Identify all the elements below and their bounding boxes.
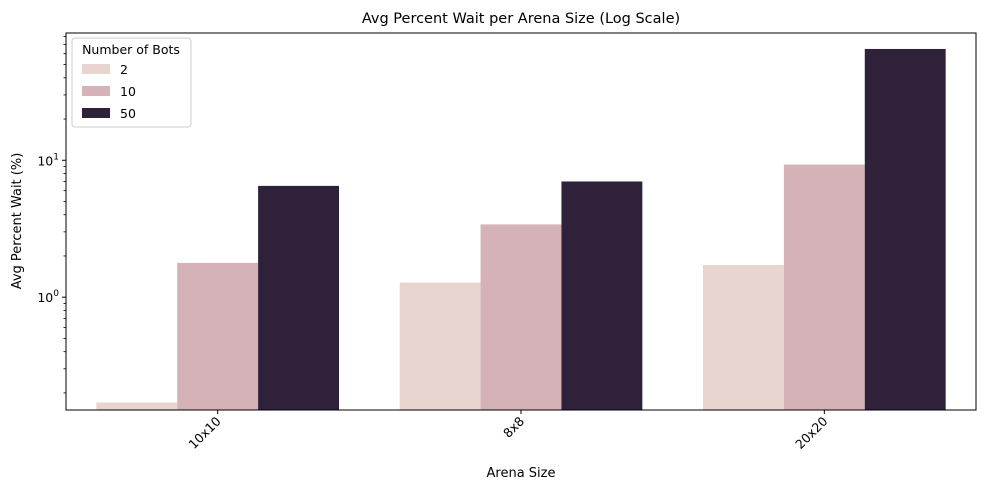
bar-2-10x10 <box>96 402 178 410</box>
legend-box <box>71 37 192 128</box>
bar-10-20x20 <box>783 164 865 410</box>
y-tick-label-base: 10 <box>37 290 53 305</box>
y-tick-label-base: 10 <box>37 153 53 168</box>
y-tick-label: 100 <box>37 289 59 305</box>
bar-50-20x20 <box>864 48 946 411</box>
bar-2-8x8 <box>399 282 481 410</box>
x-tick-label-20x20: 20x20 <box>792 413 830 451</box>
legend-label-10: 10 <box>120 84 136 99</box>
bar-2-20x20 <box>703 264 784 410</box>
y-tick-label: 101 <box>37 152 59 168</box>
bar-10-8x8 <box>480 224 562 410</box>
y-tick-label-exponent: 1 <box>53 152 59 162</box>
bar-50-10x10 <box>258 185 339 410</box>
legend-swatch-50 <box>82 108 110 118</box>
legend: Number of Bots 2 10 50 <box>71 37 192 128</box>
legend-swatch-2 <box>82 64 110 74</box>
bars-group <box>96 48 946 411</box>
x-axis-label: Arena Size <box>487 466 556 481</box>
y-axis-label: Avg Percent Wait (%) <box>10 153 25 290</box>
legend-title: Number of Bots <box>82 42 180 57</box>
bar-10-10x10 <box>177 262 259 410</box>
chart-title: Avg Percent Wait per Arena Size (Log Sca… <box>362 11 680 27</box>
legend-label-2: 2 <box>120 62 128 77</box>
x-tick-label-8x8: 8x8 <box>500 413 527 440</box>
x-tick-label-10x10: 10x10 <box>185 413 223 451</box>
legend-swatch-10 <box>82 86 110 96</box>
y-tick-label-exponent: 0 <box>53 289 59 299</box>
x-axis: 10x10 8x8 20x20 <box>185 410 830 452</box>
legend-label-50: 50 <box>120 106 136 121</box>
bar-50-8x8 <box>561 181 643 410</box>
